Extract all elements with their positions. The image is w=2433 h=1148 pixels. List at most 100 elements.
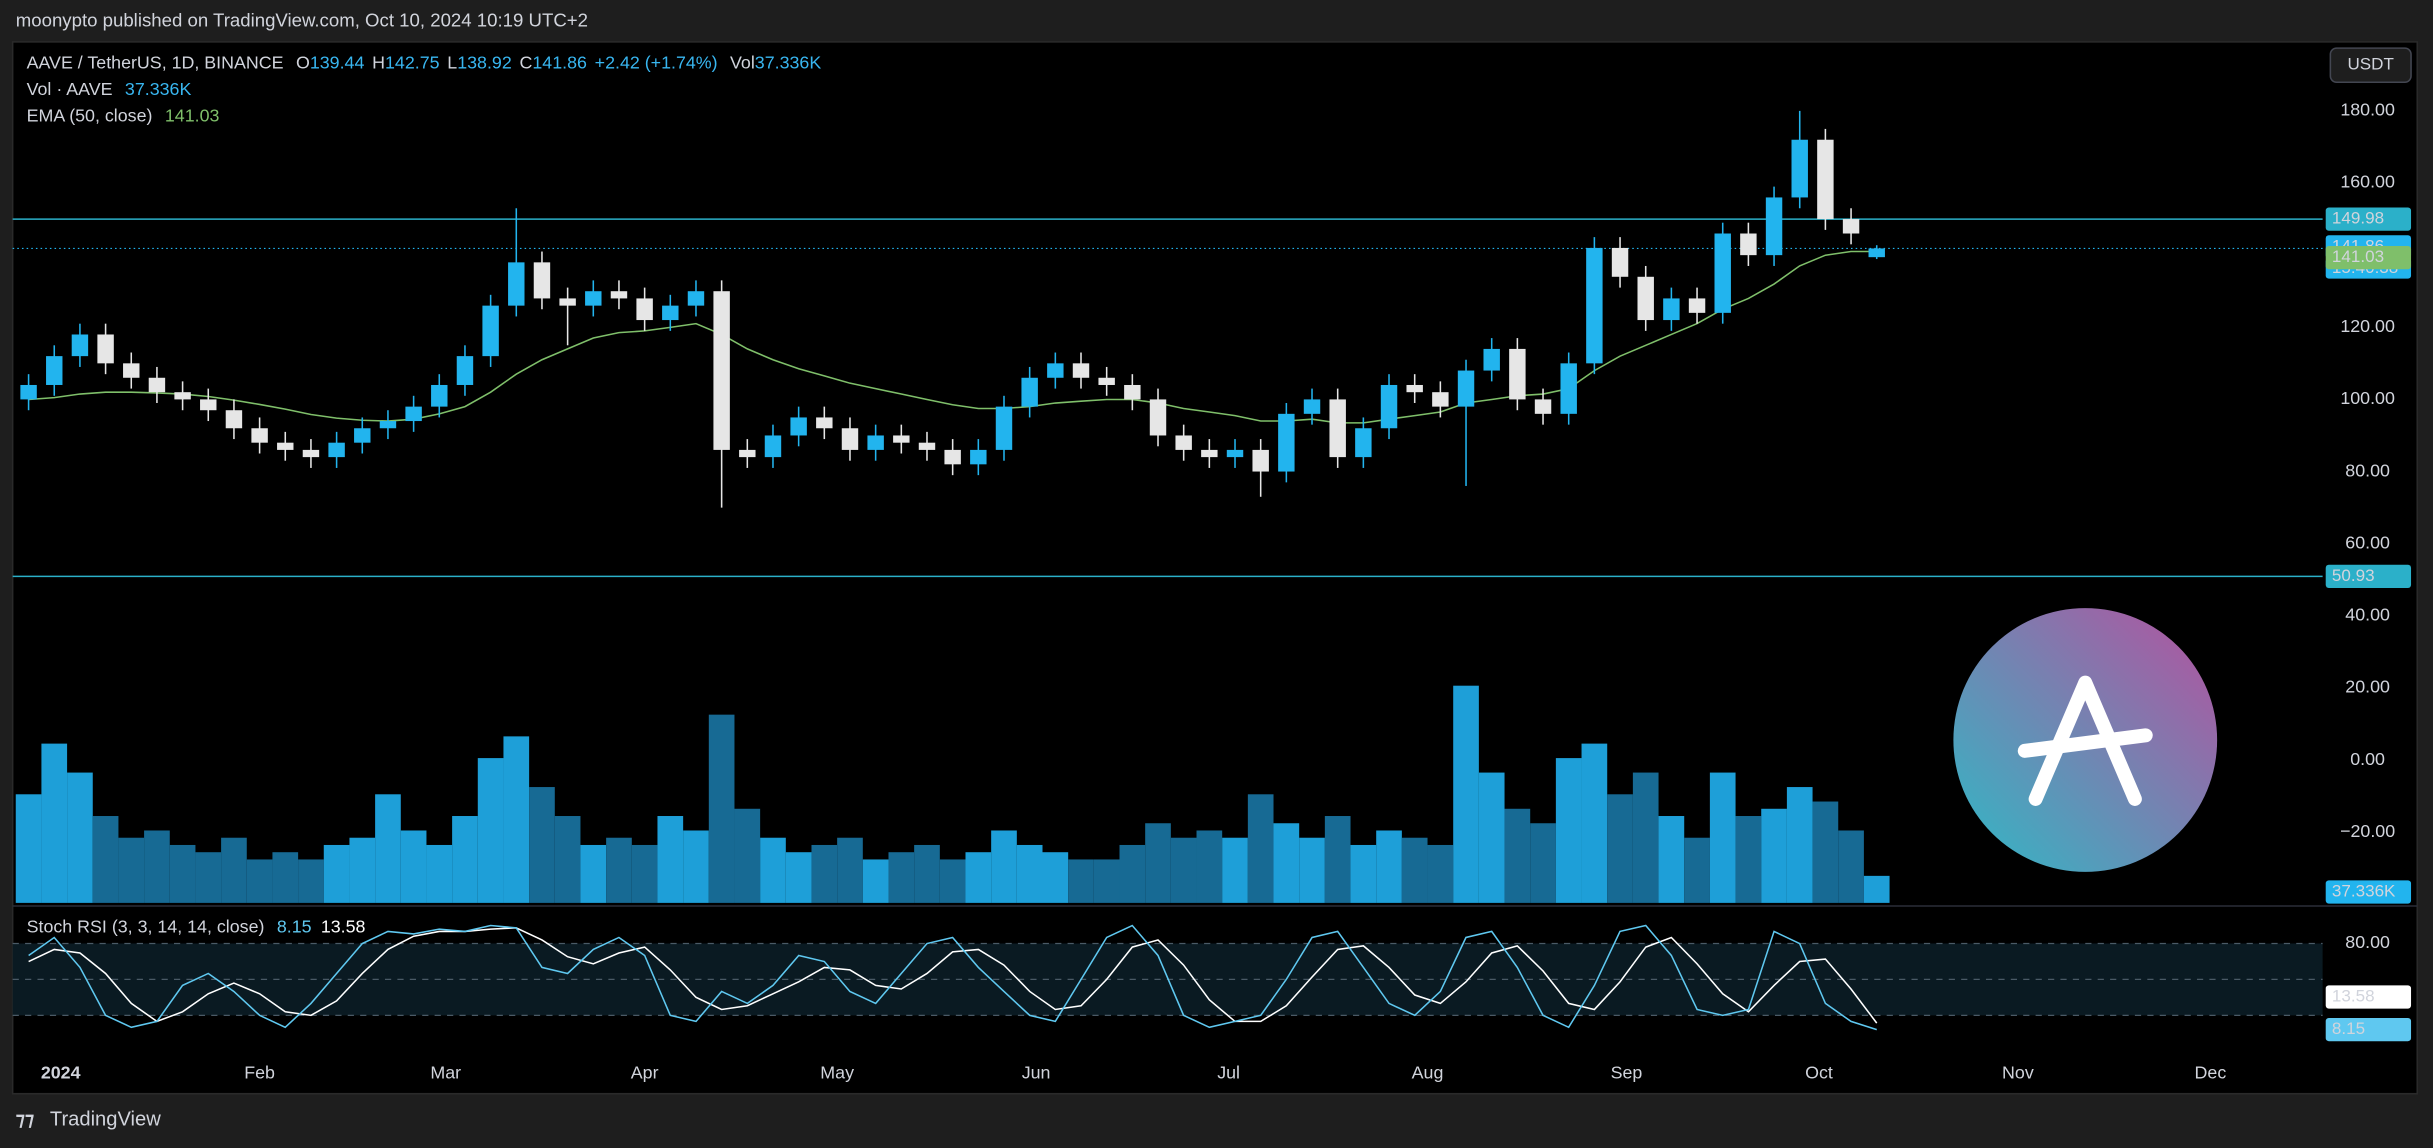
volume-bar xyxy=(1735,816,1762,903)
candle-body xyxy=(841,428,859,450)
legend: Stoch RSI (3, 3, 14, 14, close) 8.15 13.58 xyxy=(27,916,366,936)
candle-body xyxy=(1509,348,1526,400)
legend-part: 37.336K xyxy=(125,79,192,99)
candle-body xyxy=(1329,399,1346,458)
volume-bar xyxy=(939,859,966,903)
legend-part: H xyxy=(372,52,385,72)
candle-body xyxy=(1226,449,1244,458)
candle-body xyxy=(302,449,320,458)
volume-bar xyxy=(1299,837,1325,903)
candle-body xyxy=(1637,276,1654,321)
ema-tag: 141.03 xyxy=(2332,247,2384,266)
volume-bar xyxy=(477,758,504,903)
currency-button[interactable] xyxy=(2329,47,2412,83)
candle-body xyxy=(585,291,602,306)
legend-part: 8.15 xyxy=(277,916,312,936)
stoch-k-tag-bg xyxy=(2325,1017,2412,1042)
volume-bar xyxy=(1273,823,1300,903)
legend-part: O xyxy=(296,52,310,72)
candle-body xyxy=(251,428,268,443)
volume-bar xyxy=(888,852,915,903)
candle-body xyxy=(379,421,397,429)
candle-body xyxy=(1586,247,1603,364)
volume-bar xyxy=(1324,816,1351,903)
candle-body xyxy=(1124,384,1141,400)
volume-bar xyxy=(914,844,940,903)
volume-bar xyxy=(657,816,684,903)
legend: AAVE / TetherUS, 1D, BINANCE O139.44 H142.… xyxy=(27,52,822,72)
volume-bar xyxy=(1196,830,1223,903)
candle-body xyxy=(1483,348,1500,371)
candle-body xyxy=(1278,413,1295,472)
legend-part: 138.92 xyxy=(457,52,512,72)
volume-bar xyxy=(1145,823,1171,903)
y-tick-label: 160.00 xyxy=(2340,172,2395,192)
hline-tag: 50.93 xyxy=(2332,566,2375,585)
candle-body xyxy=(1457,370,1475,407)
volume-bar xyxy=(1350,844,1377,903)
volume-bar xyxy=(1581,743,1608,903)
volume-bar xyxy=(169,844,196,903)
footer: ⁊⁊ TradingView xyxy=(16,1108,161,1130)
volume-bar xyxy=(1016,844,1043,903)
volume-bar xyxy=(1812,801,1839,903)
legend-part: 141.86 xyxy=(532,52,587,72)
x-tick-label: Apr xyxy=(631,1062,659,1082)
candle-body xyxy=(995,406,1013,450)
legend-part: 142.75 xyxy=(385,52,440,72)
volume-bar xyxy=(785,852,812,903)
candle-body xyxy=(1842,219,1860,234)
candle-body xyxy=(893,435,910,443)
legend-part: 13.58 xyxy=(321,916,366,936)
volume-bar xyxy=(1555,758,1582,903)
y-tick-label: 40.00 xyxy=(2345,605,2390,625)
y-tick-label: 180.00 xyxy=(2340,100,2395,120)
volume-bar xyxy=(683,830,709,903)
candle-body xyxy=(20,384,37,400)
legend: EMA (50, close) 141.03 xyxy=(27,105,220,125)
candle-body xyxy=(97,334,114,364)
stoch-k-tag: 8.15 xyxy=(2332,1019,2365,1038)
candle-body xyxy=(764,435,782,458)
stoch-k-line xyxy=(28,924,1877,1031)
legend: Vol · AAVE 37.336K xyxy=(27,79,192,99)
legend-part: Stoch RSI (3, 3, 14, 14, close) xyxy=(27,916,265,936)
candle-body xyxy=(174,392,191,400)
x-tick-label: Mar xyxy=(430,1062,461,1082)
y-tick-label: 120.00 xyxy=(2340,316,2395,336)
candle-body xyxy=(739,449,756,458)
stoch-d-tag-bg xyxy=(2325,985,2412,1009)
candle-body xyxy=(1355,428,1372,458)
x-tick-label: Oct xyxy=(1805,1062,1833,1082)
legend-part: 139.44 xyxy=(310,52,365,72)
volume-bar xyxy=(529,787,555,903)
candle-body xyxy=(944,449,961,465)
x-tick-label: Jul xyxy=(1217,1062,1240,1082)
volume-bar xyxy=(118,837,145,903)
candle-body xyxy=(533,262,551,299)
volume-bar xyxy=(1761,808,1787,903)
legend-part: Vol · AAVE xyxy=(27,79,113,99)
aave-logo xyxy=(1953,608,2218,872)
y-tick-label: 60.00 xyxy=(2345,532,2390,552)
candle-body xyxy=(918,442,936,450)
x-tick-label: Jun xyxy=(1022,1062,1051,1082)
volume-bar xyxy=(1247,794,1274,903)
volume-bar xyxy=(734,808,761,903)
volume-bar xyxy=(349,837,376,903)
candle-body xyxy=(1791,139,1808,198)
candle-body xyxy=(1149,399,1167,436)
candle-body xyxy=(482,305,499,357)
candle-body xyxy=(1560,363,1577,414)
candle-body xyxy=(328,442,345,458)
y-tick-label: 20.00 xyxy=(2345,677,2390,697)
volume-bar xyxy=(811,844,838,903)
volume-bar xyxy=(1401,837,1428,903)
candle-body xyxy=(1714,233,1731,313)
volume-bar xyxy=(41,743,68,903)
candle-body xyxy=(1021,377,1038,407)
publish-line: moonypto published on TradingView.com, O… xyxy=(16,10,588,31)
candle-body xyxy=(816,417,833,429)
volume-bar xyxy=(862,859,889,903)
